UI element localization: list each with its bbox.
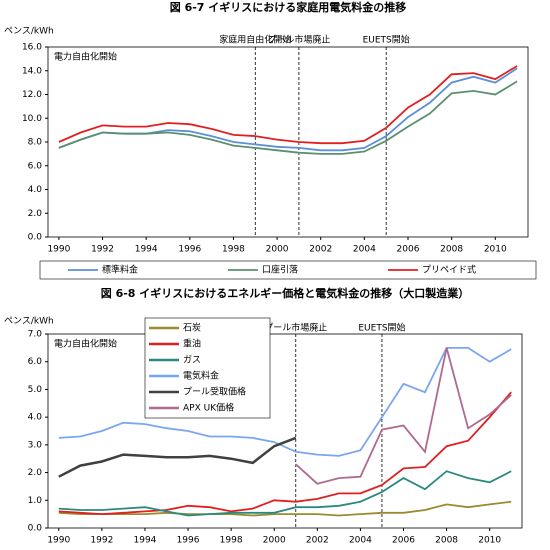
y-tick-label: 5.0 <box>28 385 43 395</box>
y-tick-label: 10.0 <box>22 114 42 124</box>
x-tick-label: 2002 <box>309 245 332 255</box>
y-tick-label: 14.0 <box>22 66 42 76</box>
x-tick-label: 1996 <box>177 536 200 546</box>
x-tick-label: 1994 <box>135 245 158 255</box>
event-label: プール市場廃止 <box>264 322 327 334</box>
y-tick-label: 1.0 <box>28 496 43 506</box>
x-tick-label: 1994 <box>134 536 157 546</box>
y-tick-label: 0.0 <box>28 524 43 534</box>
x-tick-label: 2006 <box>392 536 415 546</box>
annotation: 電力自由化開始 <box>54 51 117 63</box>
y-axis-label: ペンス/kWh <box>4 27 54 37</box>
legend-label: 電気料金 <box>183 370 219 382</box>
legend-label: プリペイド式 <box>422 264 476 276</box>
legend-label: プール受取価格 <box>183 386 246 398</box>
x-tick-label: 2008 <box>435 536 458 546</box>
chart-title: 図 6-8 イギリスにおけるエネルギー価格と電気料金の推移（大口製造業） <box>101 286 470 300</box>
y-axis-label: ペンス/kWh <box>4 317 54 327</box>
legend-label: ガス <box>183 355 201 366</box>
plot-area <box>47 46 529 238</box>
y-tick-label: 6.0 <box>28 161 43 171</box>
x-tick-label: 1992 <box>90 536 113 546</box>
x-tick-label: 2006 <box>397 245 420 255</box>
plot-area <box>47 333 523 529</box>
x-tick-label: 1998 <box>222 245 245 255</box>
event-label: 家庭用自由化開始 <box>219 34 291 46</box>
event-label: EUETS開始 <box>363 34 410 46</box>
series-line <box>295 347 512 485</box>
y-tick-label: 2.0 <box>28 468 43 478</box>
series-line <box>58 347 512 457</box>
annotation: 電力自由化開始 <box>54 338 117 350</box>
legend-label: 標準料金 <box>102 264 138 276</box>
x-tick-label: 2004 <box>349 536 372 546</box>
y-tick-label: 12.0 <box>22 90 42 100</box>
series-line <box>58 470 512 517</box>
y-tick-label: 16.0 <box>22 43 42 53</box>
x-tick-label: 1990 <box>47 536 70 546</box>
x-tick-label: 1990 <box>47 245 70 255</box>
x-tick-label: 2002 <box>306 536 329 546</box>
x-tick-label: 2010 <box>484 245 507 255</box>
x-tick-label: 2010 <box>478 536 501 546</box>
legend-box <box>144 317 271 419</box>
y-tick-label: 2.0 <box>28 209 43 219</box>
x-tick-label: 2004 <box>353 245 376 255</box>
x-tick-label: 1998 <box>220 536 243 546</box>
legend-label: APX UK価格 <box>183 402 234 414</box>
series-line <box>58 67 518 152</box>
event-label: プール市場廃止 <box>267 34 330 46</box>
event-label: EUETS開始 <box>358 322 405 334</box>
x-tick-label: 2000 <box>266 245 289 255</box>
series-line <box>58 65 518 145</box>
y-tick-label: 8.0 <box>28 138 43 148</box>
series-line <box>58 436 297 478</box>
x-tick-label: 2008 <box>440 245 463 255</box>
x-tick-label: 1996 <box>178 245 201 255</box>
series-line <box>58 80 518 155</box>
legend-label: 石炭 <box>183 323 201 334</box>
legend-label: 口座引落 <box>262 264 298 276</box>
chart-title: 図 6-7 イギリスにおける家庭用電気料金の推移 <box>170 0 407 14</box>
y-tick-label: 4.0 <box>28 413 43 423</box>
x-tick-label: 1992 <box>91 245 114 255</box>
y-tick-label: 0.0 <box>28 233 43 243</box>
y-tick-label: 3.0 <box>28 440 43 450</box>
series-line <box>58 500 512 517</box>
legend-box <box>39 260 537 280</box>
legend-label: 重油 <box>183 338 201 350</box>
y-tick-label: 7.0 <box>28 330 43 340</box>
y-tick-label: 4.0 <box>28 185 43 195</box>
y-tick-label: 6.0 <box>28 357 43 367</box>
series-line <box>58 391 512 516</box>
x-tick-label: 2000 <box>263 536 286 546</box>
